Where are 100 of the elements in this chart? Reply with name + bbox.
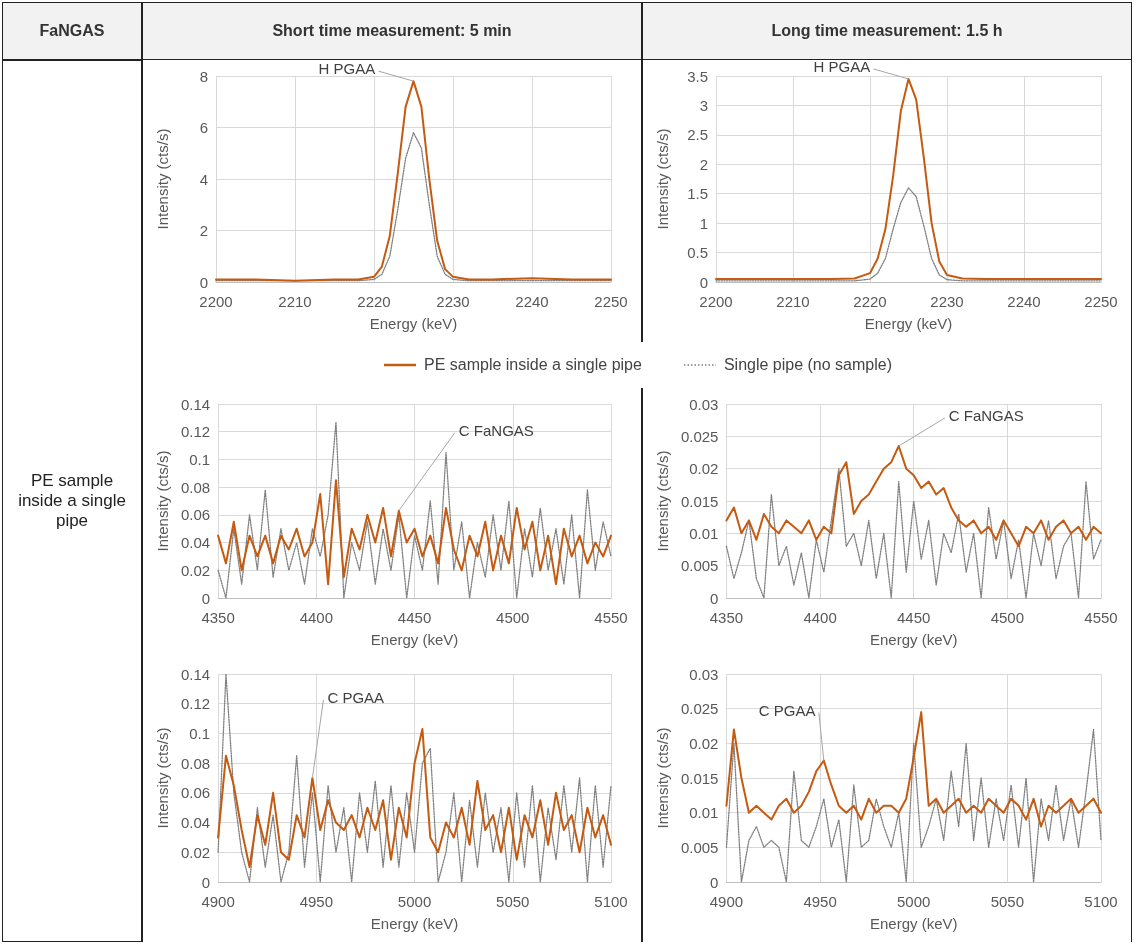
y-tick-label: 0.005 [680,838,719,856]
y-tick-label: 0 [201,873,211,891]
x-tick-label: 2220 [853,293,887,310]
y-tick-label: 3.5 [687,67,708,85]
y-tick-label: 0.08 [180,754,211,772]
x-tick-label: 2220 [357,293,391,310]
annotation: C FaNGAS [948,407,1024,425]
y-axis-title: Intensity (cts/s) [154,450,171,552]
text: Long time measurement: 1.5 h [771,22,1003,39]
y-tick-label: 1 [699,214,708,232]
y-tick-label: 0 [710,589,719,607]
y-tick-label: 0.025 [680,700,719,718]
x-tick-label: 5000 [897,893,931,910]
x-tick-label: 4350 [709,609,744,626]
x-tick-label: 2250 [1084,293,1118,310]
line-series [217,727,612,869]
line-series [217,421,612,599]
x-tick-label: 4550 [594,609,628,626]
x-tick-label: 5050 [496,893,530,910]
x-tick-label: 4900 [201,893,235,910]
x-axis-title: Energy (keV) [370,631,459,648]
line-series [715,77,1102,281]
y-axis-title: Intensity (cts/s) [154,128,171,230]
x-tick-label: 5100 [1084,893,1118,910]
y-tick-label: 0.025 [680,427,719,445]
x-tick-label: 4550 [1084,609,1118,626]
y-tick-label: 2.5 [687,126,708,144]
annotation: H PGAA [318,60,376,78]
x-tick-label: 4950 [299,893,334,910]
x-tick-label: 5100 [594,893,628,910]
legend-label: Single pipe (no sample) [723,356,892,374]
y-tick-label: 0 [199,273,208,291]
y-axis-title: Intensity (cts/s) [654,128,671,230]
x-tick-label: 2230 [436,293,470,310]
x-tick-label: 4450 [897,609,931,626]
annotation: C PGAA [327,689,385,706]
y-tick-label: 0.02 [180,843,211,861]
y-tick-label: 0.1 [189,724,211,742]
x-tick-label: 2210 [278,293,312,310]
x-tick-label: 4350 [201,609,235,626]
y-tick-label: 1.5 [687,185,708,203]
y-tick-label: 0.14 [180,665,211,683]
x-tick-label: 4500 [990,609,1025,626]
x-tick-label: 2200 [199,293,233,310]
x-axis-title: Energy (keV) [370,915,459,932]
x-tick-label: 2200 [699,293,733,310]
y-tick-label: 0.02 [689,460,719,478]
x-axis-title: Energy (keV) [369,315,458,332]
y-tick-label: 0 [699,273,708,291]
x-tick-label: 4400 [299,609,334,626]
y-tick-label: 0.01 [689,804,719,822]
y-axis-title: Intensity (cts/s) [154,727,171,829]
x-tick-label: 5000 [397,893,432,910]
y-tick-label: 0.015 [680,492,719,510]
x-tick-label: 4450 [397,609,432,626]
y-tick-label: 0 [710,873,719,891]
line-series [217,479,612,586]
y-tick-label: 4 [199,170,208,188]
y-axis-title: Intensity (cts/s) [654,727,671,829]
y-tick-label: 0.04 [180,534,211,552]
y-tick-label: 0.14 [180,395,211,413]
x-tick-label: 4950 [803,893,837,910]
y-tick-label: 6 [199,119,208,136]
y-tick-label: 0.1 [189,450,211,468]
y-tick-label: 8 [199,67,208,85]
legend-label: PE sample inside a single pipe [424,356,642,374]
y-tick-label: 0.03 [689,395,719,413]
x-tick-label: 2240 [515,293,549,310]
y-tick-label: 3 [699,96,708,114]
y-tick-label: 0.04 [180,814,211,832]
y-tick-label: 0.02 [689,734,719,752]
y-tick-label: 0 [201,589,211,607]
x-tick-label: 4900 [709,893,744,910]
x-tick-label: 5050 [990,893,1025,910]
y-tick-label: 0.08 [180,478,211,496]
line-series [217,673,612,883]
y-tick-label: 0.03 [689,665,719,683]
line-series [725,468,1102,599]
annotation: H PGAA [813,57,871,75]
line-series [215,132,612,282]
y-tick-label: 0.005 [680,557,719,575]
text: Short time measurement: 5 min [142,2,642,60]
y-tick-label: 2 [699,155,708,173]
x-tick-label: 2210 [776,293,810,310]
x-tick-label: 2240 [1007,293,1041,310]
annotation: C FaNGAS [458,421,534,439]
x-tick-label: 4400 [803,609,837,626]
x-tick-label: 2230 [930,293,964,310]
text: PE sample inside a single pipe [2,60,142,942]
text: FaNGAS [2,2,142,60]
y-tick-label: 0.02 [180,561,211,579]
y-tick-label: 0.01 [689,524,719,542]
x-axis-title: Energy (keV) [869,631,958,648]
y-tick-label: 0.06 [180,506,211,524]
x-tick-label: 2250 [594,293,628,310]
line-series [715,187,1102,282]
x-axis-title: Energy (keV) [869,915,958,932]
y-tick-label: 0.12 [180,423,211,441]
y-tick-label: 0.015 [680,769,719,787]
y-axis-title: Intensity (cts/s) [654,450,671,552]
